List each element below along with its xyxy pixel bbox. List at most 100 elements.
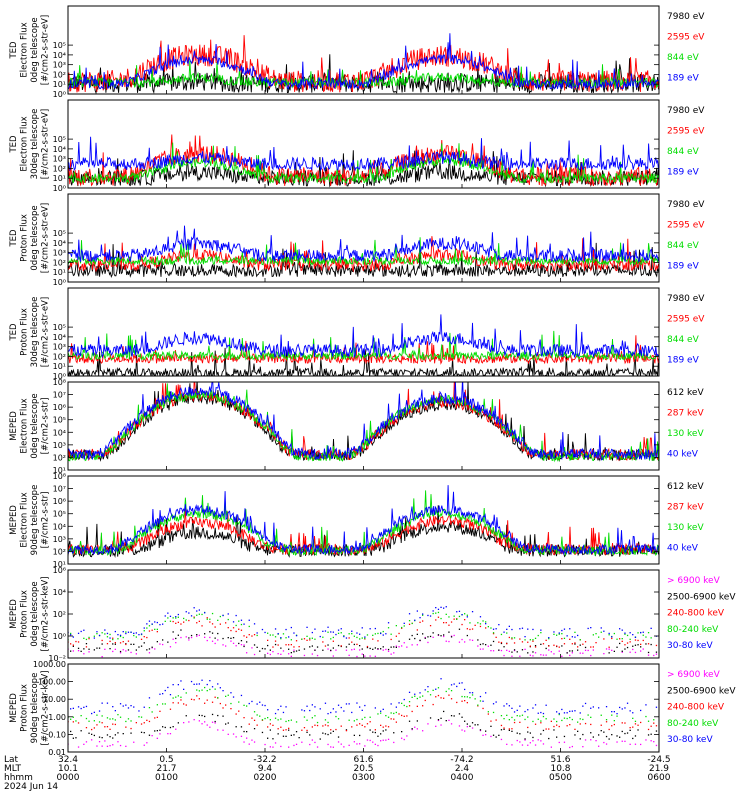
point <box>369 729 371 731</box>
point <box>432 632 434 634</box>
x-tick-label: -32.2 <box>253 755 276 765</box>
point <box>159 693 161 695</box>
series-line-5-2 <box>68 383 659 463</box>
point <box>650 627 652 629</box>
point <box>382 630 384 633</box>
point <box>125 643 127 646</box>
point <box>125 643 127 645</box>
y-label-line: 90deg telescope <box>30 485 40 556</box>
point <box>466 634 468 637</box>
point <box>288 746 290 748</box>
point <box>432 689 434 691</box>
point <box>600 631 602 633</box>
point <box>500 729 503 731</box>
point <box>264 704 266 707</box>
x-tick-label: 0200 <box>254 773 277 783</box>
point <box>385 633 387 635</box>
point <box>91 712 93 715</box>
point <box>579 639 581 641</box>
point <box>227 613 229 615</box>
point <box>595 740 597 742</box>
point <box>540 720 542 722</box>
point <box>143 706 145 708</box>
point <box>558 713 560 716</box>
y-tick-label: 10⁰ <box>53 372 66 381</box>
point <box>448 640 450 643</box>
point <box>401 714 403 717</box>
point <box>437 608 440 610</box>
point <box>293 632 295 634</box>
point <box>206 724 208 726</box>
point <box>314 628 316 630</box>
point <box>148 652 151 654</box>
point <box>621 650 623 652</box>
point <box>450 636 453 638</box>
point <box>647 632 650 634</box>
point <box>183 688 185 690</box>
point <box>109 633 111 636</box>
point <box>524 636 526 638</box>
point <box>582 652 584 654</box>
y-tick-label: 10⁴ <box>53 428 66 437</box>
series-8-3 <box>68 686 655 724</box>
point <box>316 721 319 724</box>
point <box>503 727 505 729</box>
point <box>595 633 597 635</box>
point <box>343 635 345 637</box>
point <box>611 714 613 716</box>
point <box>448 624 450 626</box>
point <box>154 628 156 630</box>
point <box>75 737 77 739</box>
point <box>650 725 652 727</box>
point <box>332 636 334 639</box>
point <box>380 648 382 650</box>
point <box>382 730 384 732</box>
point <box>492 703 495 705</box>
point <box>206 690 208 692</box>
y-label-line: [#/cm2-s-str-eV] <box>41 297 51 367</box>
point <box>359 645 361 647</box>
point <box>243 704 245 706</box>
point <box>637 632 639 634</box>
point <box>253 623 256 625</box>
point <box>485 623 487 625</box>
point <box>269 719 271 721</box>
point <box>548 737 550 740</box>
point <box>264 631 266 634</box>
point <box>542 743 545 745</box>
point <box>269 729 271 731</box>
legend-entry: 844 eV <box>667 241 700 251</box>
point <box>500 649 503 652</box>
point <box>511 716 513 719</box>
point <box>616 646 618 648</box>
point <box>140 731 143 733</box>
point <box>214 696 216 698</box>
point <box>584 649 587 651</box>
point <box>619 706 621 709</box>
point <box>140 638 143 640</box>
point <box>85 646 88 648</box>
point <box>330 732 332 734</box>
point <box>280 745 282 748</box>
point <box>282 633 285 635</box>
point <box>403 622 405 624</box>
point <box>584 702 587 705</box>
point <box>280 718 282 720</box>
point <box>445 622 447 624</box>
point <box>351 641 353 643</box>
point <box>401 731 403 733</box>
point <box>485 734 487 736</box>
point <box>408 701 411 703</box>
point <box>240 640 243 642</box>
legend-entry: 40 keV <box>667 544 699 554</box>
point <box>619 642 621 645</box>
y-tick-label: 10¹ <box>53 80 66 89</box>
x-tick-label: 10.8 <box>550 764 570 774</box>
point <box>553 633 555 635</box>
point <box>359 638 361 640</box>
point <box>327 721 329 724</box>
point <box>75 720 77 722</box>
y-tick-label: 10⁶ <box>53 403 66 412</box>
point <box>458 641 461 643</box>
point <box>592 634 594 636</box>
